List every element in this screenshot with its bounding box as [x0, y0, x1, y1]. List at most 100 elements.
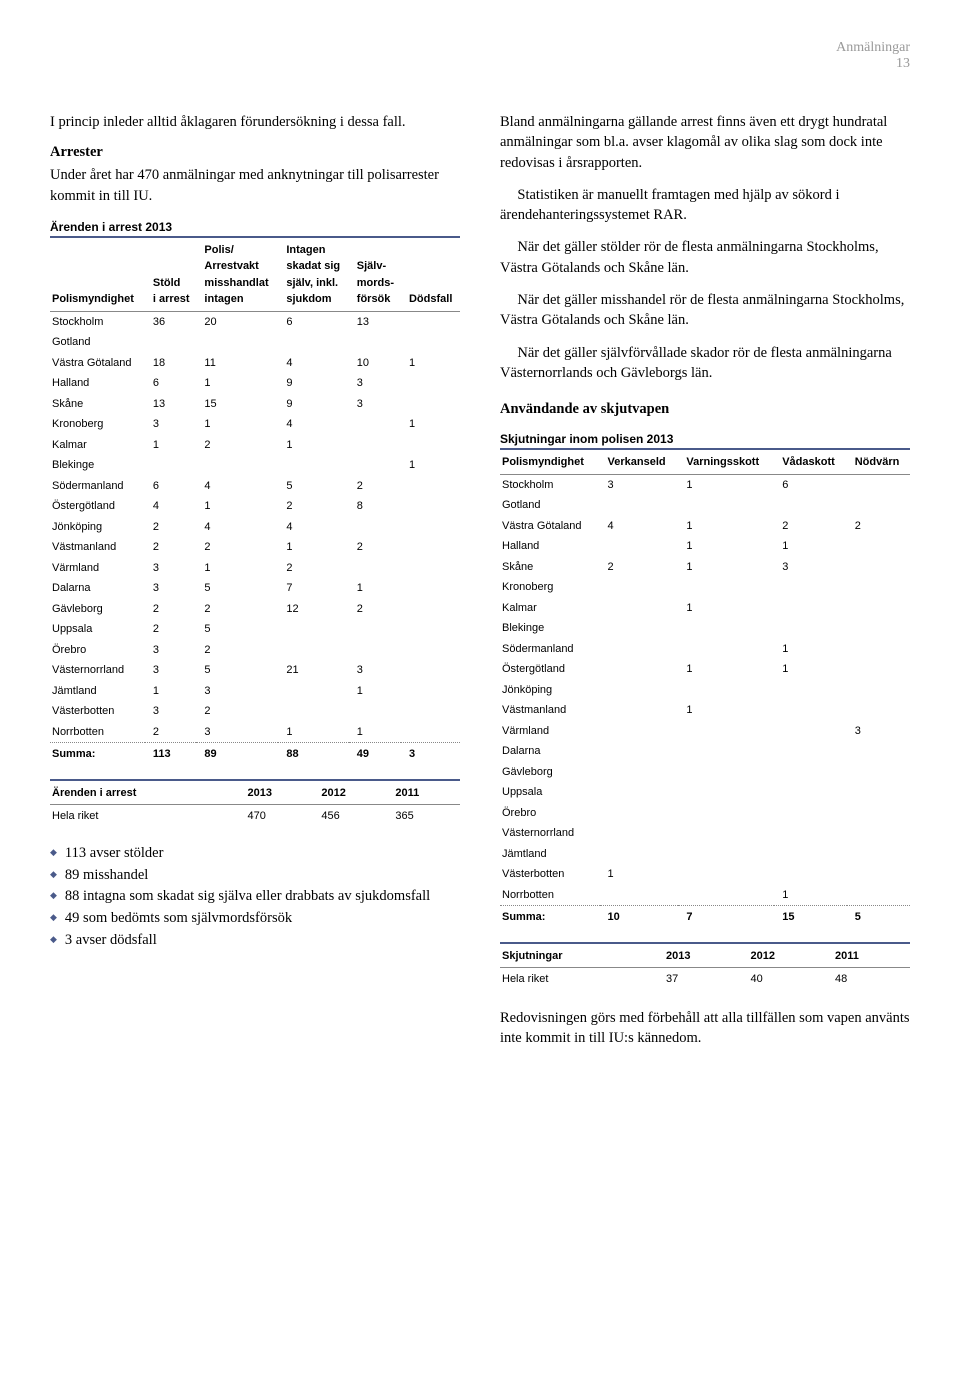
table-row: Kalmar121: [50, 435, 460, 456]
shooting-table: PolismyndighetVerkanseldVarningsskottVåd…: [500, 448, 910, 928]
table-cell: [600, 536, 679, 557]
table-cell: [349, 455, 401, 476]
table-cell: 2: [145, 599, 197, 620]
summary-cell: 15: [774, 906, 846, 928]
table-cell: [774, 844, 846, 865]
table-row: Västernorrland35213: [50, 660, 460, 681]
table-cell: [678, 721, 774, 742]
table-cell: [678, 782, 774, 803]
table-cell: 5: [196, 660, 278, 681]
table-cell: 1: [145, 435, 197, 456]
table-cell: [678, 823, 774, 844]
table-cell: 3: [145, 701, 197, 722]
table-cell: Västmanland: [50, 537, 145, 558]
table-row: Halland11: [500, 536, 910, 557]
closing-text: Redovisningen görs med förbehåll att all…: [500, 1008, 910, 1049]
table-cell: 3: [349, 373, 401, 394]
table-cell: [774, 577, 846, 598]
table-cell: 1: [678, 516, 774, 537]
table-row: Västerbotten32: [50, 701, 460, 722]
table-cell: 3: [349, 660, 401, 681]
table-row: Stockholm3620613: [50, 311, 460, 332]
bullet-list: 113 avser stölder89 misshandel88 intagna…: [50, 843, 460, 952]
table-cell: Halland: [50, 373, 145, 394]
table-cell: [774, 721, 846, 742]
table-cell: Västra Götaland: [500, 516, 600, 537]
table-cell: Värmland: [50, 558, 145, 579]
table-cell: 2: [145, 619, 197, 640]
table-cell: 1: [401, 414, 460, 435]
table-cell: [349, 640, 401, 661]
table-cell: Södermanland: [500, 639, 600, 660]
column-header: Polismyndighet: [500, 449, 600, 474]
table1-title: Ärenden i arrest 2013: [50, 220, 460, 234]
table-cell: [401, 722, 460, 743]
table-cell: 1: [678, 598, 774, 619]
table-cell: Västernorrland: [50, 660, 145, 681]
table-cell: [847, 803, 910, 824]
page-header: Anmälningar 13: [50, 40, 910, 72]
table-cell: 1: [349, 681, 401, 702]
table-cell: [847, 474, 910, 495]
table-cell: 3: [196, 722, 278, 743]
table-cell: Jämtland: [50, 681, 145, 702]
table-cell: Uppsala: [50, 619, 145, 640]
table-row: Västmanland 1: [500, 700, 910, 721]
table-cell: 2: [349, 476, 401, 497]
table-cell: [774, 803, 846, 824]
shooting-year-table: Skjutningar201320122011 Hela riket374048: [500, 942, 910, 990]
table-cell: [278, 640, 348, 661]
table-cell: 4: [278, 353, 348, 374]
column-header: 2012: [313, 780, 387, 805]
table-cell: [401, 640, 460, 661]
table-cell: 470: [239, 805, 313, 827]
table-cell: [278, 681, 348, 702]
table-cell: Skåne: [50, 394, 145, 415]
table-cell: [774, 782, 846, 803]
table-cell: 36: [145, 311, 197, 332]
summary-row: Summa:1138988493: [50, 743, 460, 765]
summary-cell: 88: [278, 743, 348, 765]
table3-title: Skjutningar inom polisen 2013: [500, 432, 910, 446]
table-cell: [401, 435, 460, 456]
table-cell: 3: [145, 578, 197, 599]
table-cell: [600, 782, 679, 803]
table-cell: Skåne: [500, 557, 600, 578]
table-row: Jämtland: [500, 844, 910, 865]
table-cell: 4: [145, 496, 197, 517]
table-cell: 5: [196, 578, 278, 599]
table-cell: 1: [774, 885, 846, 906]
intro-text: I princip inleder alltid åklagaren förun…: [50, 112, 460, 132]
table-cell: [401, 394, 460, 415]
table-row: Uppsala: [500, 782, 910, 803]
table-cell: [401, 476, 460, 497]
table-row: Västra Götaland4122: [500, 516, 910, 537]
table-cell: [278, 332, 348, 353]
table-cell: [600, 823, 679, 844]
table-row: Västmanland2212: [50, 537, 460, 558]
table-cell: Västmanland: [500, 700, 600, 721]
left-column: I princip inleder alltid åklagaren förun…: [50, 112, 460, 1060]
column-header: Varningsskott: [678, 449, 774, 474]
column-header: Dödsfall: [401, 237, 460, 312]
table-cell: 1: [145, 681, 197, 702]
table-row: Skåne131593: [50, 394, 460, 415]
table-cell: [847, 782, 910, 803]
table-cell: 2: [145, 722, 197, 743]
p3: När det gäller stölder rör de flesta anm…: [500, 237, 910, 278]
column-header: Polismyndighet: [50, 237, 145, 312]
table-cell: 1: [278, 537, 348, 558]
table-cell: 12: [278, 599, 348, 620]
table-cell: 2: [196, 435, 278, 456]
table-cell: [600, 495, 679, 516]
table-cell: 1: [678, 700, 774, 721]
table-cell: [600, 700, 679, 721]
bullet-item: 88 intagna som skadat sig själva eller d…: [50, 886, 460, 908]
table-cell: Gotland: [50, 332, 145, 353]
table-row: Norrbotten1: [500, 885, 910, 906]
table-cell: 1: [196, 373, 278, 394]
table-row: Västerbotten1: [500, 864, 910, 885]
column-header: Själv-mords-försök: [349, 237, 401, 312]
table-cell: [600, 844, 679, 865]
table-cell: [847, 618, 910, 639]
